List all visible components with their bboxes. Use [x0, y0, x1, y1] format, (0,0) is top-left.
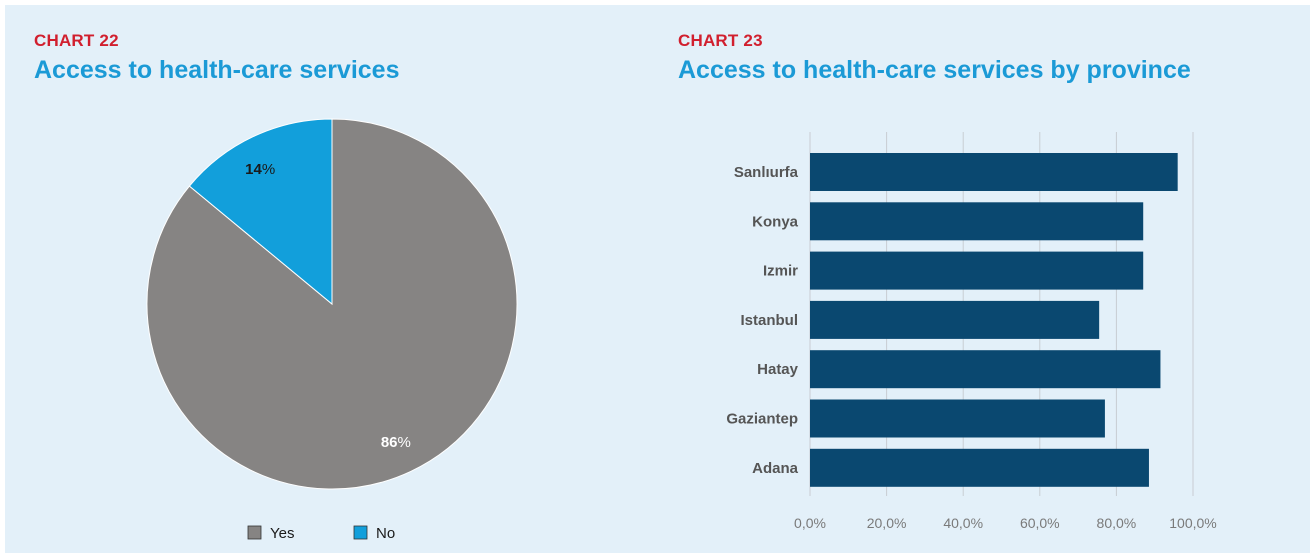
- category-label: Izmir: [763, 263, 798, 280]
- category-label: Istanbul: [740, 312, 798, 329]
- bar-chart: 0,0% 20,0% 40,0% 60,0% 80,0% 100,0% Sanlıurfa K…: [726, 132, 1217, 531]
- chart-22-label: CHART 22: [34, 31, 119, 50]
- category-label: Hatay: [757, 361, 799, 378]
- legend-label-yes: Yes: [270, 525, 294, 542]
- bar-konya: [810, 202, 1144, 241]
- bar-istanbul: [810, 300, 1100, 339]
- pie-label-no: 14%: [245, 161, 275, 178]
- category-label: Gaziantep: [726, 411, 798, 428]
- x-tick-label: 60,0%: [1020, 515, 1060, 531]
- chart-22-panel: CHART 22 Access to health-care services …: [5, 5, 665, 553]
- legend-label-no: No: [376, 525, 395, 542]
- x-tick-label: 80,0%: [1097, 515, 1137, 531]
- chart-23-label: CHART 23: [678, 31, 763, 50]
- chart-22-title: Access to health-care services: [34, 56, 400, 84]
- pie-chart: 86% 14% Yes No: [146, 118, 518, 542]
- x-tick-label: 100,0%: [1169, 515, 1216, 531]
- pie-slice-no: [188, 118, 333, 306]
- x-tick-label: 20,0%: [867, 515, 907, 531]
- bar-izmir: [810, 251, 1144, 290]
- legend-swatch-no: [353, 525, 368, 540]
- chart-23-panel: CHART 23 Access to health-care services …: [665, 5, 1310, 553]
- legend-item-yes: Yes: [247, 525, 294, 542]
- category-label: Sanlıurfa: [734, 164, 799, 181]
- legend-swatch-yes: [247, 525, 262, 540]
- pie-label-yes: 86%: [381, 434, 411, 451]
- category-label: Adana: [752, 460, 799, 477]
- report-page: CHART 22 Access to health-care services …: [5, 5, 1310, 553]
- x-tick-label: 40,0%: [943, 515, 983, 531]
- bar-sanlıurfa: [810, 153, 1178, 191]
- category-label: Konya: [752, 213, 799, 230]
- bar-hatay: [810, 350, 1161, 389]
- bar-gaziantep: [810, 399, 1105, 438]
- x-tick-label: 0,0%: [794, 515, 826, 531]
- chart-23-title: Access to health-care services by provin…: [678, 56, 1191, 84]
- legend-item-no: No: [353, 525, 395, 542]
- bar-adana: [810, 448, 1149, 487]
